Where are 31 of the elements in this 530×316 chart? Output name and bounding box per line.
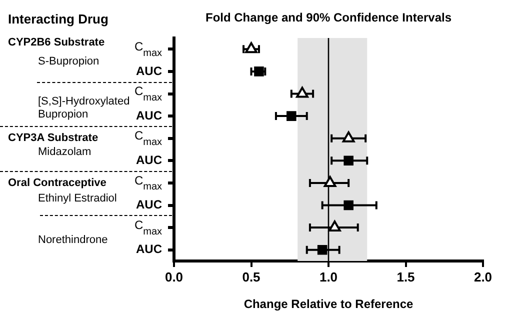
point: [342, 131, 355, 142]
point: [296, 86, 308, 98]
y-tick-label: AUC: [136, 152, 162, 167]
text: Oral Contraceptive: [8, 176, 106, 189]
y-tick-label: AUC: [136, 242, 162, 256]
text: Ethinyl Estradiol: [38, 192, 117, 205]
text: S-Bupropion: [38, 55, 100, 68]
y-tick-label: AUC: [136, 198, 162, 212]
chart-title: Fold Change and 90% Confidence Intervals: [205, 10, 452, 24]
point: [328, 220, 341, 232]
text: Interacting Drug: [8, 12, 108, 27]
text: CYP3A Substrate: [8, 132, 98, 144]
x-tick-label: 1.5: [396, 269, 415, 284]
y-tick-label: AUC: [136, 64, 162, 78]
point: [317, 244, 328, 255]
point: [344, 200, 354, 210]
point: [286, 111, 296, 121]
point: [254, 66, 264, 76]
text: [S,S]-Hydroxylated Bupropion: [38, 96, 130, 121]
text: Norethindrone: [38, 234, 108, 246]
x-tick-label: 1.0: [319, 269, 338, 284]
point: [245, 42, 258, 54]
x-axis-title: Change Relative to Reference: [244, 297, 414, 312]
point: [344, 156, 354, 166]
y-tick-label: AUC: [136, 108, 162, 122]
x-tick-label: 2.0: [474, 269, 492, 284]
x-tick-label: 0.5: [242, 269, 260, 284]
text: CYP2B6 Substrate: [8, 36, 105, 48]
text: Midazolam: [38, 146, 92, 158]
point: [324, 176, 336, 187]
x-tick-label: 0.0: [164, 269, 184, 284]
